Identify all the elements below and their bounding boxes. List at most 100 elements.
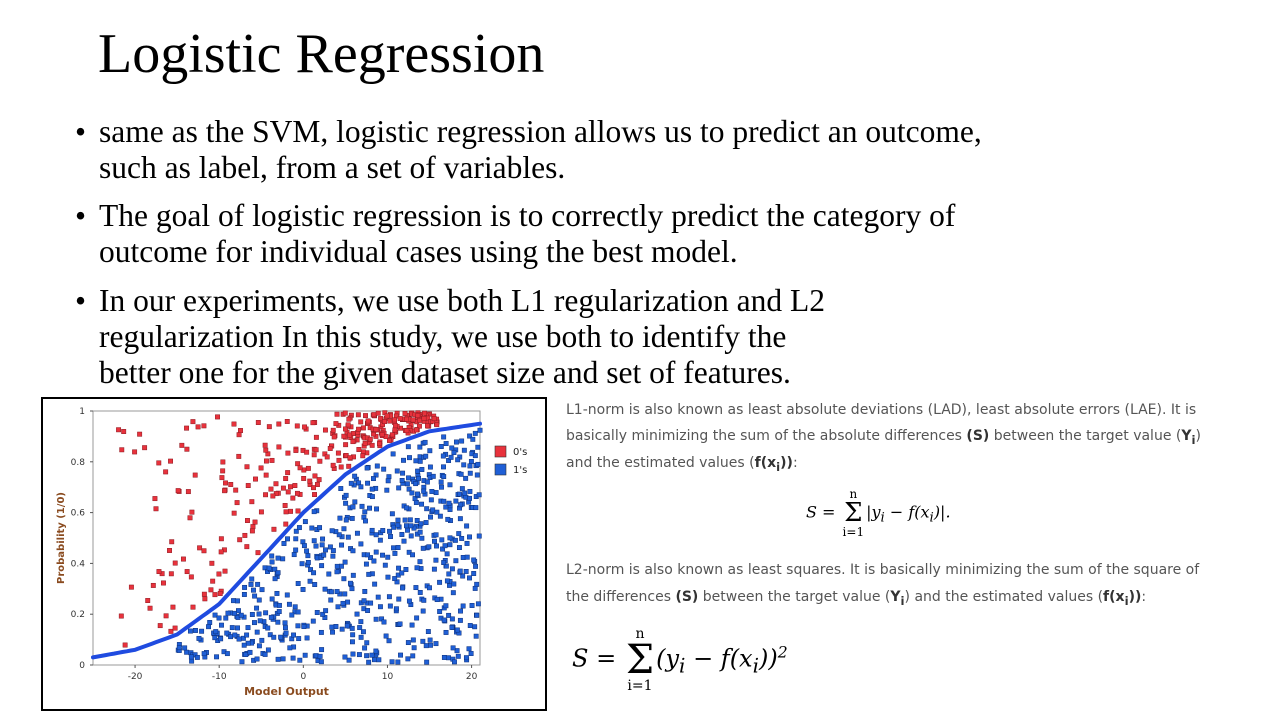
- data-point-0s: [172, 625, 178, 631]
- data-point-1s: [354, 611, 360, 617]
- data-point-1s: [395, 659, 401, 665]
- data-point-1s: [385, 574, 391, 580]
- data-point-0s: [118, 613, 124, 619]
- data-point-1s: [374, 506, 379, 512]
- legend-label: 0's: [513, 447, 527, 458]
- data-point-1s: [248, 581, 254, 587]
- data-point-0s: [263, 447, 269, 453]
- data-point-1s: [421, 597, 427, 603]
- data-point-0s: [152, 496, 158, 502]
- data-point-1s: [346, 657, 352, 663]
- data-point-1s: [472, 430, 478, 436]
- x-tick-label: -20: [128, 672, 143, 682]
- data-point-1s: [235, 598, 240, 604]
- data-point-0s: [189, 509, 195, 515]
- data-point-1s: [299, 561, 305, 567]
- data-point-1s: [406, 598, 412, 604]
- data-point-1s: [218, 636, 224, 642]
- data-point-1s: [441, 654, 447, 660]
- data-point-1s: [446, 655, 451, 661]
- data-point-0s: [237, 537, 243, 543]
- data-point-0s: [358, 419, 364, 425]
- data-point-1s: [460, 555, 466, 560]
- data-point-1s: [473, 505, 479, 511]
- data-point-1s: [419, 501, 425, 507]
- data-point-0s: [371, 412, 377, 418]
- data-point-1s: [406, 549, 412, 555]
- data-point-0s: [285, 450, 291, 456]
- data-point-1s: [284, 592, 290, 598]
- data-point-1s: [350, 504, 356, 510]
- data-point-0s: [387, 438, 392, 443]
- data-point-0s: [169, 539, 175, 545]
- data-point-1s: [342, 654, 348, 660]
- data-point-0s: [187, 515, 193, 521]
- data-point-1s: [313, 543, 319, 549]
- data-point-1s: [274, 590, 280, 596]
- data-point-0s: [201, 423, 207, 429]
- data-point-1s: [212, 635, 218, 641]
- data-point-1s: [438, 444, 444, 449]
- data-point-1s: [441, 617, 447, 623]
- data-point-1s: [395, 522, 401, 528]
- data-point-1s: [471, 571, 477, 576]
- data-point-1s: [405, 656, 411, 662]
- data-point-1s: [267, 632, 273, 638]
- data-point-1s: [446, 612, 452, 618]
- data-point-1s: [269, 596, 275, 602]
- data-point-0s: [268, 486, 274, 492]
- data-point-1s: [408, 523, 414, 529]
- data-point-0s: [167, 548, 172, 553]
- data-point-1s: [358, 619, 364, 625]
- data-point-0s: [378, 416, 384, 421]
- data-point-1s: [182, 645, 188, 651]
- bullet-2: • The goal of logistic regression is to …: [75, 198, 955, 270]
- data-point-1s: [257, 618, 263, 624]
- data-point-1s: [348, 580, 353, 586]
- data-point-0s: [116, 427, 122, 433]
- data-point-1s: [319, 542, 325, 548]
- data-point-1s: [196, 635, 202, 641]
- data-point-0s: [363, 413, 368, 419]
- bullet-3-line-3: better one for the given dataset size an…: [99, 355, 791, 390]
- data-point-0s: [346, 463, 352, 469]
- data-point-1s: [349, 639, 355, 645]
- data-point-0s: [288, 508, 293, 514]
- data-point-1s: [301, 543, 307, 549]
- data-point-1s: [411, 645, 417, 651]
- bullet-1-line-1: same as the SVM, logistic regression all…: [99, 114, 982, 149]
- data-point-1s: [414, 518, 420, 523]
- data-point-1s: [265, 625, 271, 631]
- data-point-0s: [255, 550, 261, 556]
- data-point-1s: [228, 634, 234, 640]
- data-point-1s: [251, 587, 256, 593]
- data-point-1s: [424, 659, 430, 665]
- data-point-1s: [249, 576, 255, 582]
- data-point-1s: [293, 547, 299, 553]
- data-point-1s: [468, 459, 474, 464]
- data-point-0s: [283, 476, 289, 481]
- data-point-0s: [222, 568, 228, 574]
- data-point-1s: [338, 563, 344, 569]
- data-point-1s: [314, 610, 320, 615]
- data-point-1s: [449, 624, 455, 630]
- x-tick-label: 0: [300, 672, 306, 682]
- data-point-0s: [356, 447, 362, 452]
- l1-note-line-1: L1-norm is also known as least absolute …: [566, 402, 1197, 418]
- data-point-1s: [362, 509, 368, 515]
- data-point-1s: [350, 572, 356, 578]
- data-point-0s: [168, 571, 174, 577]
- data-point-1s: [404, 523, 409, 529]
- data-point-1s: [256, 611, 262, 617]
- data-point-1s: [382, 562, 388, 568]
- data-point-1s: [383, 633, 389, 639]
- data-point-1s: [407, 517, 413, 523]
- data-point-1s: [272, 576, 278, 582]
- data-point-1s: [363, 561, 369, 567]
- data-point-0s: [156, 460, 162, 466]
- data-point-0s: [384, 413, 390, 419]
- data-point-1s: [334, 589, 340, 594]
- data-point-1s: [371, 558, 377, 564]
- data-point-1s: [311, 538, 317, 544]
- data-point-0s: [335, 450, 341, 456]
